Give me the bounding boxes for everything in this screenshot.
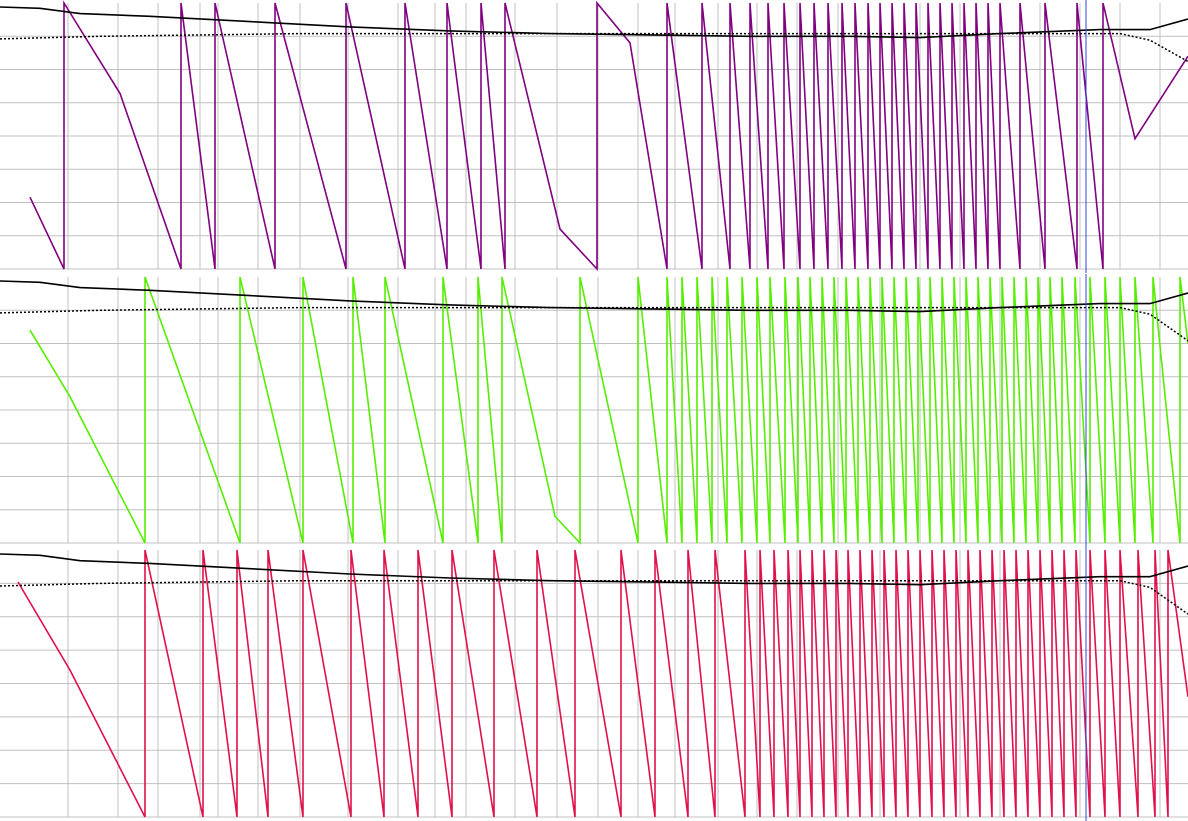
series-line	[0, 32, 1188, 63]
series-line	[0, 579, 1188, 615]
series-line	[0, 306, 1188, 342]
series-line	[29, 0, 1188, 272]
series-line	[29, 276, 1188, 546]
series-line	[17, 549, 1188, 818]
